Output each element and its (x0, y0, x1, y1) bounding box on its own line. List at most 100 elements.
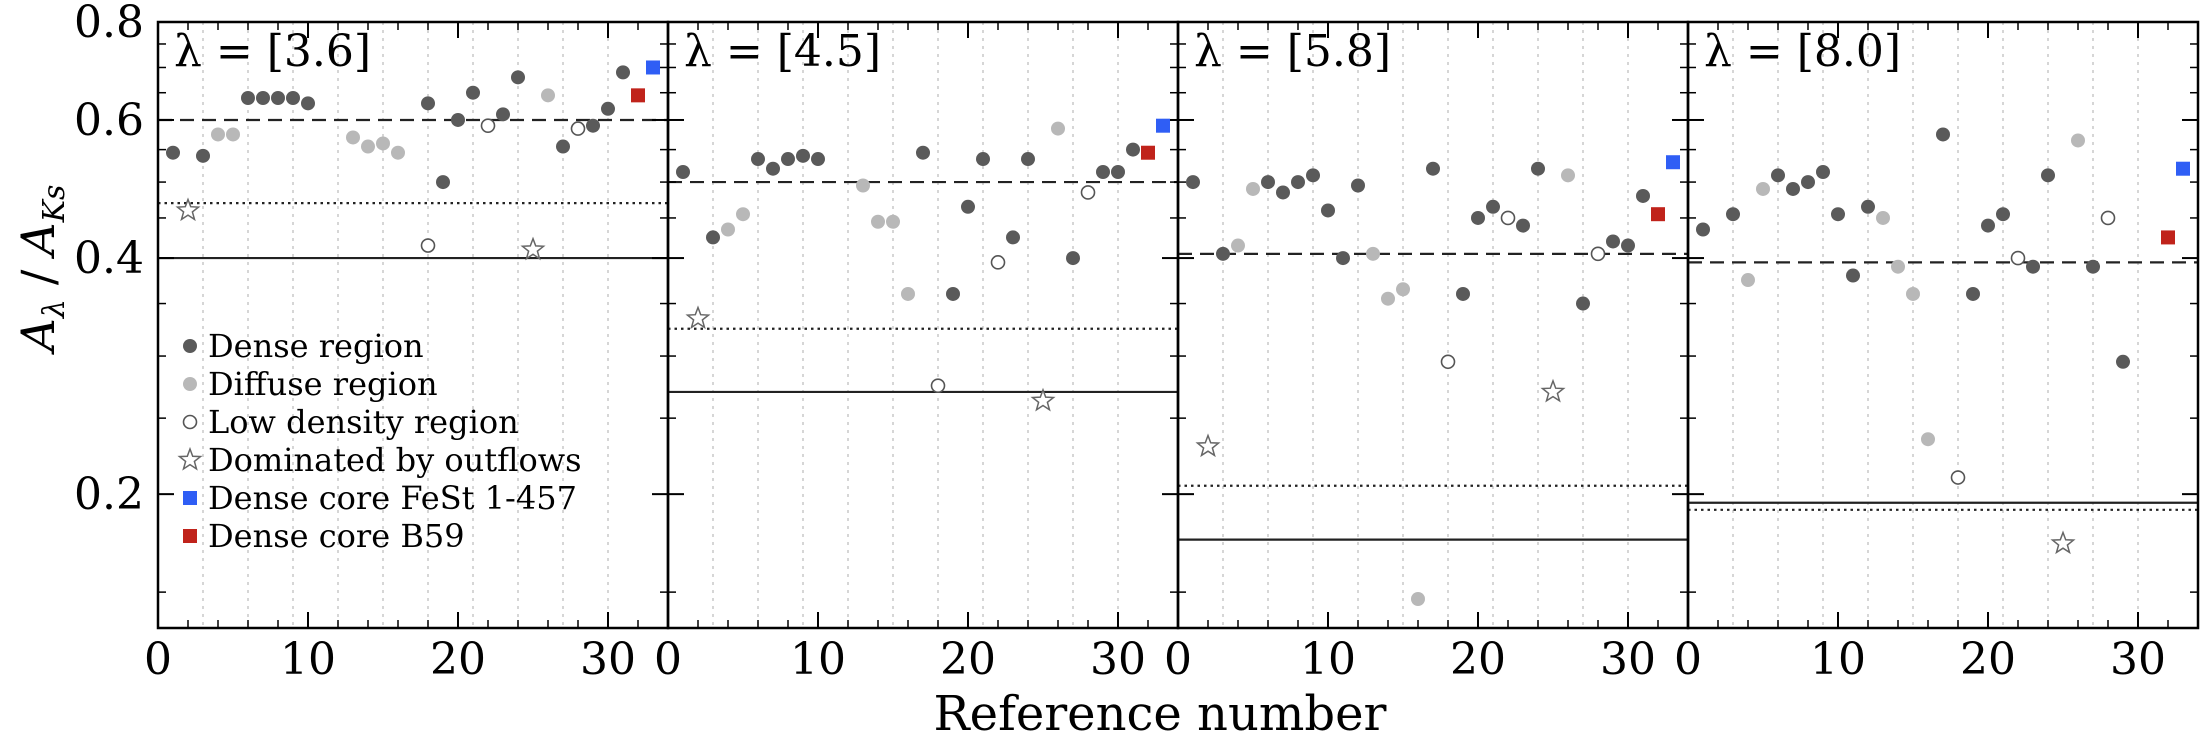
dense-point (1096, 165, 1110, 180)
y-axis-label: Aλ/AKs (11, 185, 72, 356)
diffuse-point (541, 88, 555, 103)
diffuse-point (226, 127, 240, 142)
low-point (990, 255, 1006, 270)
dense-point (916, 145, 930, 160)
dense-point (1771, 168, 1785, 183)
dense-point (1306, 168, 1320, 183)
dense-point (1186, 175, 1200, 190)
diffuse-point (1396, 282, 1410, 297)
dense-point (781, 152, 795, 167)
dense-point (601, 101, 615, 116)
panel-title: λ = [4.5] (684, 26, 881, 77)
dense-point (1321, 203, 1335, 218)
dense-point (1831, 207, 1845, 222)
dense-point (1426, 161, 1440, 176)
dense-point (1066, 251, 1080, 266)
x-tick-label: 30 (1090, 634, 1146, 685)
low-point (1500, 210, 1516, 226)
dense-point (1966, 286, 1980, 301)
dense-point (1336, 251, 1350, 266)
y-label-sep: / (11, 269, 65, 285)
x-axis-label: Reference number (934, 686, 1387, 741)
dense-point (1471, 210, 1485, 225)
x-tick-label: 20 (940, 634, 996, 685)
diffuse-point (736, 207, 750, 222)
dense-point (1621, 238, 1635, 253)
low-point (930, 378, 946, 393)
svg-text:Aλ/AKs: Aλ/AKs (11, 185, 72, 356)
panels: λ = [3.6]0 10 20 30λ = [4.5]0 10 20 30λ = [5.8… (74, 0, 2200, 685)
dense-point (1696, 222, 1710, 237)
low-point (2010, 250, 2026, 266)
b59-core-point (1141, 145, 1155, 160)
dense-point (811, 152, 825, 167)
dense-point (1981, 218, 1995, 233)
diffuse-point (376, 136, 390, 151)
y-label-sub2: Ks (37, 185, 72, 224)
dense-point (286, 90, 300, 105)
y-tick-label: 0.8 (74, 0, 144, 48)
diffuse-point (1246, 181, 1260, 196)
diffuse-point (856, 178, 870, 193)
x-tick-label: 10 (280, 634, 336, 685)
outflow-point (1195, 433, 1221, 458)
diffuse-point (211, 127, 225, 142)
dense-point (1126, 142, 1140, 157)
diffuse-point (1756, 181, 1770, 196)
dense-point (1576, 296, 1590, 311)
dense-point (946, 286, 960, 301)
legend-marker-low (182, 414, 198, 430)
panel-4: λ = [8.0] 0 10 20 30 (1674, 20, 2200, 685)
dense-point (1531, 161, 1545, 176)
dense-point (271, 90, 285, 105)
outflow-point (520, 236, 546, 261)
diffuse-point (1876, 210, 1890, 225)
y-label-sub1: λ (37, 299, 72, 319)
diffuse-point (1411, 591, 1425, 606)
low-point (570, 121, 586, 136)
x-tick-label: 20 (1450, 634, 1506, 685)
low-point (2100, 210, 2116, 226)
dense-point (976, 152, 990, 167)
dense-point (301, 96, 315, 111)
dense-point (676, 165, 690, 180)
dense-point (1516, 218, 1530, 233)
b59-core-point (1651, 207, 1665, 222)
diffuse-point (346, 130, 360, 145)
y-label-den: A (11, 222, 65, 259)
dense-point (1006, 230, 1020, 245)
legend-label-outflow: Dominated by outflows (208, 441, 582, 479)
legend-label-dense: Dense region (208, 327, 424, 365)
dense-point (751, 152, 765, 167)
diffuse-point (1366, 246, 1380, 261)
panel-title: λ = [3.6] (174, 26, 371, 77)
dense-point (2086, 259, 2100, 274)
panel-frame (1176, 20, 1690, 630)
low-point (1440, 354, 1456, 370)
legend-label-b59: Dense core B59 (208, 517, 465, 555)
legend-marker-b59 (183, 529, 197, 543)
panel-title: λ = [8.0] (1704, 26, 1901, 77)
b59-core-point (2161, 230, 2175, 245)
x-tick-label: 20 (1960, 634, 2016, 685)
legend-label-fest: Dense core FeSt 1-457 (208, 479, 577, 517)
x-tick-label: 30 (580, 634, 636, 685)
outflow-point (1030, 387, 1056, 412)
dense-point (1846, 268, 1860, 283)
dense-point (1606, 234, 1620, 249)
dense-point (2116, 354, 2130, 369)
dense-point (436, 175, 450, 190)
panel-3: λ = [5.8] 0 10 20 30 (1164, 20, 1690, 685)
dense-point (1486, 199, 1500, 214)
dense-point (1291, 175, 1305, 190)
x-tick-label: 0 (1674, 634, 1702, 685)
b59-core-point (631, 88, 645, 103)
dense-point (1276, 185, 1290, 200)
dense-point (556, 139, 570, 154)
dense-point (451, 112, 465, 127)
dense-point (256, 90, 270, 105)
low-point (1590, 246, 1606, 262)
y-label-main: A (11, 318, 65, 355)
dense-point (796, 148, 810, 163)
